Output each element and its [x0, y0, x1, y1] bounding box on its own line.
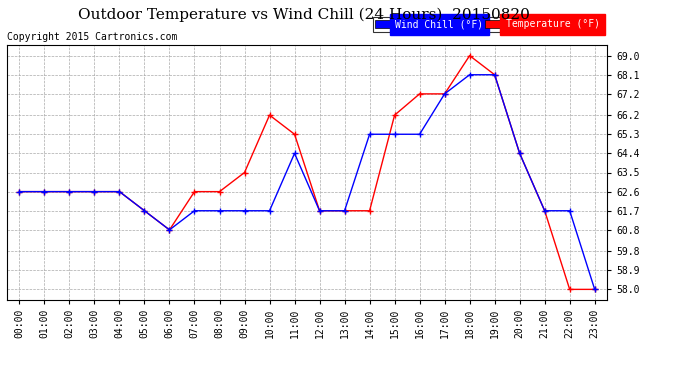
Text: Outdoor Temperature vs Wind Chill (24 Hours)  20150820: Outdoor Temperature vs Wind Chill (24 Ho…: [78, 8, 529, 22]
Text: Copyright 2015 Cartronics.com: Copyright 2015 Cartronics.com: [7, 33, 177, 42]
Legend: Wind Chill (°F), Temperature (°F): Wind Chill (°F), Temperature (°F): [373, 17, 602, 32]
